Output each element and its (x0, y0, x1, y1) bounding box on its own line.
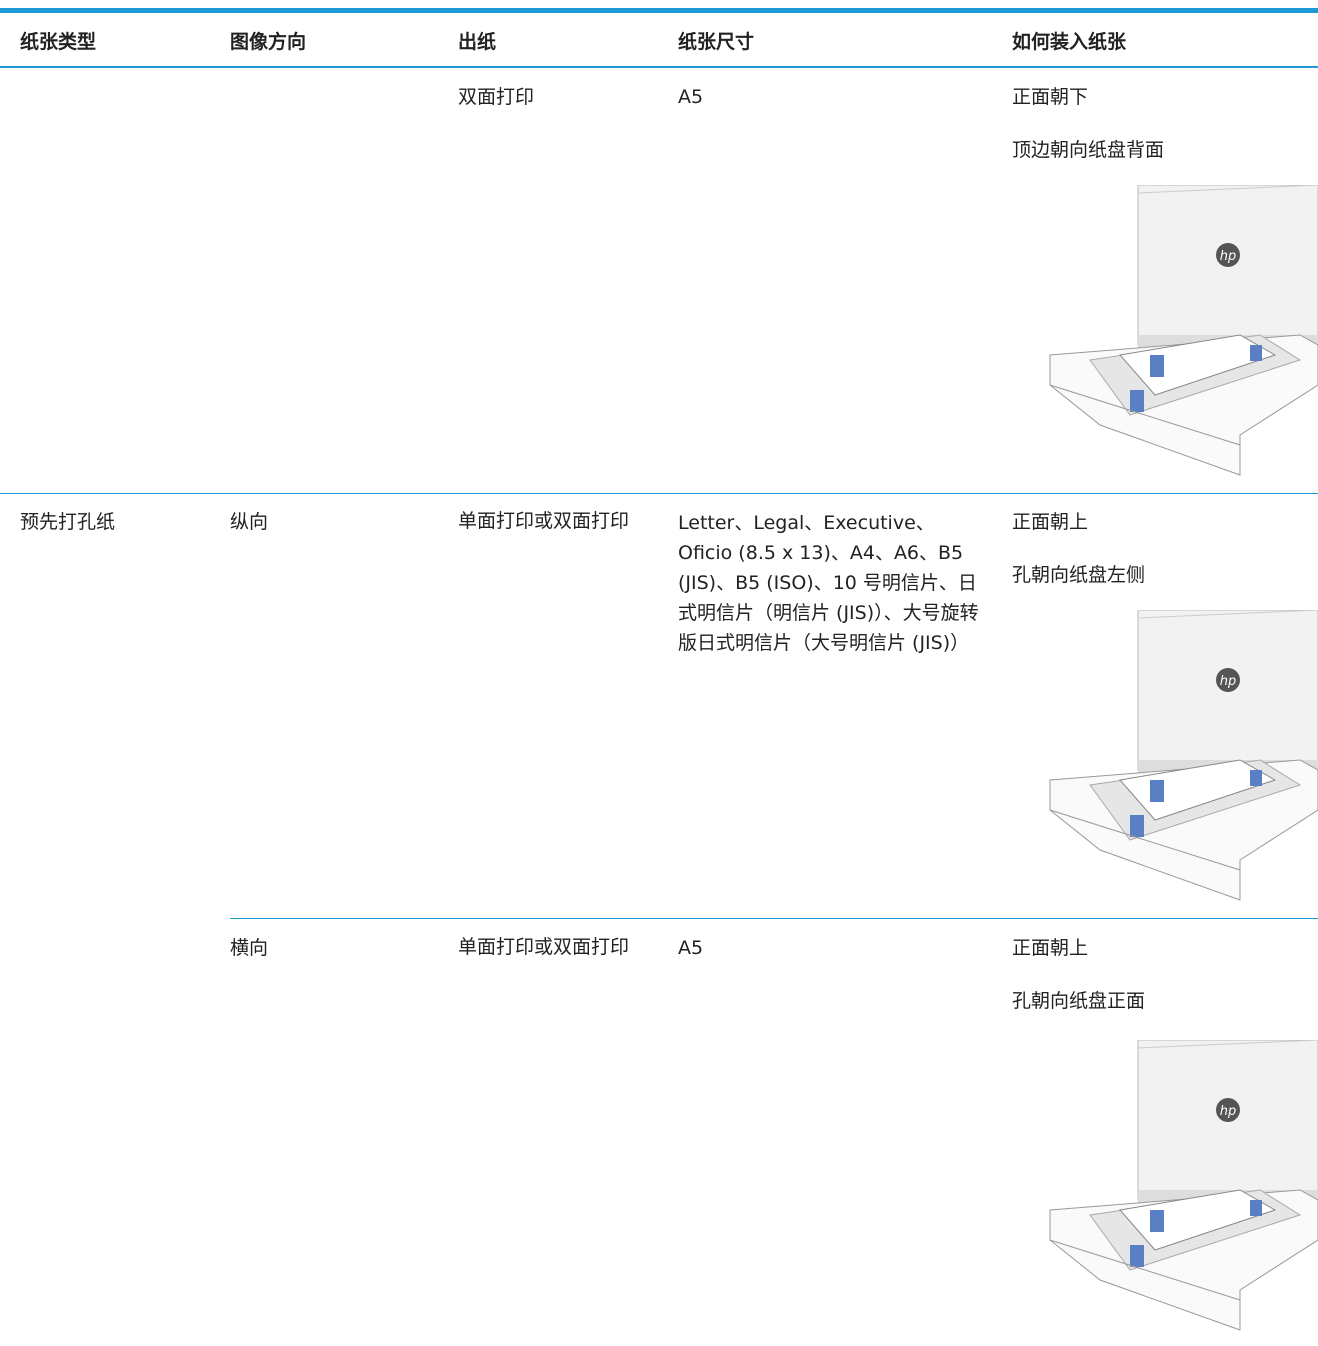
output-cell: 双面打印 (458, 86, 535, 108)
loading-cell: 正面朝上 孔朝向纸盘正面 (1012, 934, 1312, 1040)
row-rule (0, 493, 1318, 494)
printer-illustration (1010, 1040, 1318, 1332)
loading-cell: 正面朝下 顶边朝向纸盘背面 (1012, 83, 1312, 189)
header-cell: 纸张尺寸 (678, 31, 755, 53)
size-cell: A5 (678, 86, 704, 108)
loading-text: 孔朝向纸盘正面 (1012, 990, 1146, 1012)
printer-illustration (1010, 185, 1318, 477)
loading-cell: 正面朝上 孔朝向纸盘左侧 (1012, 508, 1312, 614)
loading-text: 正面朝上 (1012, 937, 1089, 959)
orientation-cell: 横向 (230, 937, 269, 959)
paper-type-cell: 预先打孔纸 (20, 511, 116, 533)
header-cell: 纸张类型 (20, 31, 97, 53)
header-cell: 出纸 (458, 31, 497, 53)
loading-text: 顶边朝向纸盘背面 (1012, 139, 1165, 161)
header-cell: 图像方向 (230, 31, 307, 53)
orientation-cell: 纵向 (230, 511, 269, 533)
header-cell: 如何装入纸张 (1012, 31, 1127, 53)
size-cell: A5 (678, 937, 704, 959)
header-rule (0, 66, 1318, 68)
size-cell: Letter、Legal、Executive、Oficio (8.5 x 13)… (678, 512, 979, 654)
loading-text: 正面朝上 (1012, 511, 1089, 533)
top-rule (0, 8, 1318, 13)
loading-text: 正面朝下 (1012, 86, 1089, 108)
output-cell: 单面打印或双面打印 (458, 510, 630, 532)
row-rule (230, 918, 1318, 919)
printer-illustration (1010, 610, 1318, 902)
loading-text: 孔朝向纸盘左侧 (1012, 564, 1146, 586)
output-cell: 单面打印或双面打印 (458, 936, 630, 958)
